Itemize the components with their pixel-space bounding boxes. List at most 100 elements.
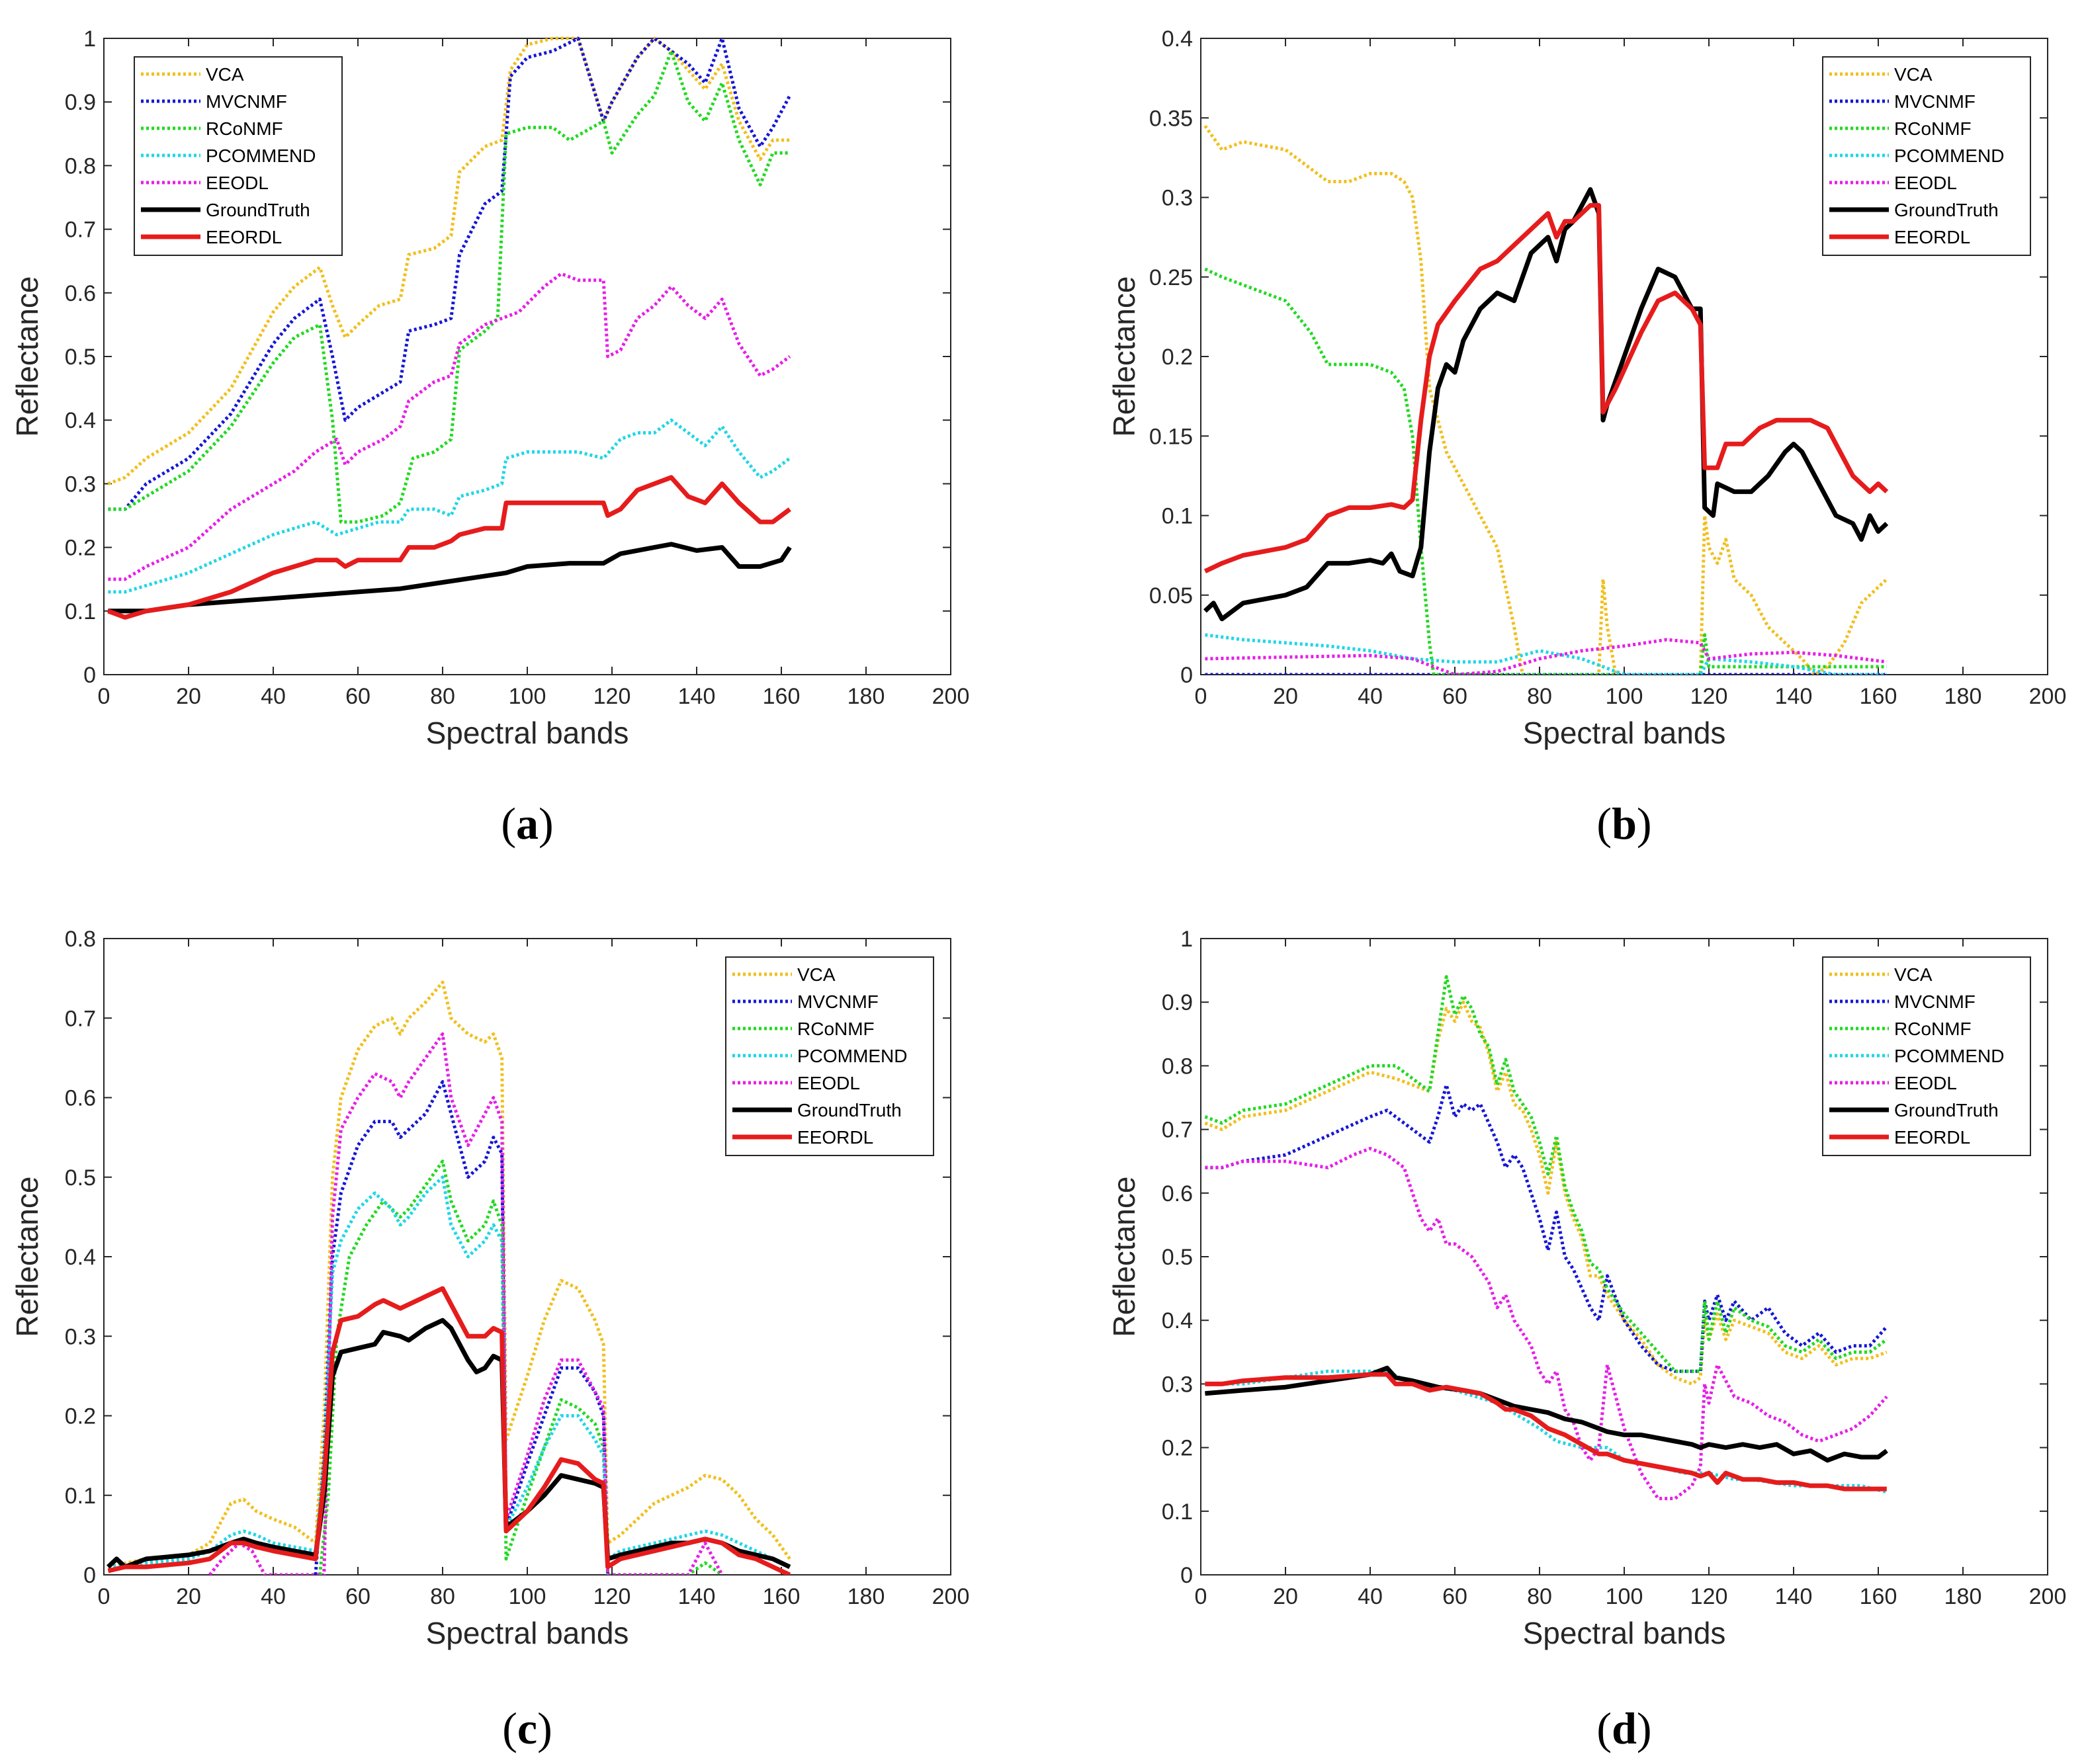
- legend-label-mvcnmf: MVCNMF: [797, 991, 879, 1012]
- x-tick-label: 160: [1860, 1584, 1897, 1609]
- y-tick-label: 0.7: [65, 1006, 96, 1031]
- y-tick-label: 0.6: [1162, 1181, 1193, 1206]
- legend-label-eeordl: EEORDL: [1894, 227, 1970, 247]
- legend-label-pcommend: PCOMMEND: [206, 146, 316, 166]
- y-tick-label: 1: [83, 26, 96, 52]
- series-line-eeordl: [1203, 203, 1889, 573]
- series-line-pcommend: [108, 1175, 791, 1569]
- x-tick-label: 60: [345, 684, 370, 709]
- y-tick-label: 1: [1180, 927, 1193, 952]
- legend-label-eeordl: EEORDL: [1894, 1127, 1970, 1148]
- x-axis-title: Spectral bands: [1523, 1616, 1726, 1650]
- y-tick-label: 0.35: [1149, 106, 1193, 131]
- y-tick-label: 0.5: [65, 345, 96, 370]
- y-tick-label: 0.6: [65, 1086, 96, 1111]
- series-group: [106, 980, 791, 1575]
- x-tick-label: 40: [1358, 1584, 1383, 1609]
- legend-label-eeodl: EEODL: [206, 173, 269, 193]
- series-line-rconmf: [318, 1159, 723, 1575]
- y-tick-label: 0.1: [65, 599, 96, 624]
- series-line-eeordl: [1205, 1372, 1887, 1491]
- x-tick-label: 0: [1195, 1584, 1207, 1609]
- x-tick-label: 120: [593, 684, 631, 709]
- x-tick-label: 20: [1273, 1584, 1298, 1609]
- x-tick-label: 200: [2029, 684, 2067, 709]
- x-tick-label: 60: [1442, 1584, 1467, 1609]
- series-group: [1203, 124, 1889, 675]
- legend-label-eeodl: EEODL: [797, 1073, 860, 1093]
- y-tick-label: 0.1: [65, 1484, 96, 1509]
- series-line-eeodl: [1205, 1147, 1888, 1501]
- y-axis-title: Reflectance: [1107, 1177, 1141, 1337]
- x-tick-label: 160: [763, 1584, 801, 1609]
- y-tick-label: 0.15: [1149, 424, 1193, 449]
- panel-caption: (d): [1596, 1703, 1651, 1753]
- legend-label-vca: VCA: [206, 64, 244, 85]
- series-line-eeodl: [108, 272, 791, 581]
- legend-label-mvcnmf: MVCNMF: [206, 91, 287, 112]
- x-tick-label: 0: [98, 1584, 110, 1609]
- legend-label-rconmf: RCoNMF: [206, 118, 283, 139]
- series-line-vca: [107, 36, 790, 485]
- y-tick-label: 0.6: [65, 281, 96, 306]
- x-axis-title: Spectral bands: [426, 1616, 629, 1650]
- chart-panel-d: 0 20 40 60 80 100 120 140 160 180 200 0 0.1 0.2 0.3 0.4…: [1107, 927, 2066, 1753]
- legend-label-eeodl: EEODL: [1894, 173, 1957, 193]
- series-line-eeordl: [107, 1286, 791, 1575]
- legend-label-mvcnmf: MVCNMF: [1894, 991, 1976, 1012]
- y-tick-label: 0.7: [65, 218, 96, 243]
- x-tick-label: 40: [261, 684, 286, 709]
- x-axis-title: Spectral bands: [426, 716, 629, 750]
- legend-label-groundtruth: GroundTruth: [206, 200, 310, 220]
- x-tick-label: 80: [430, 1584, 455, 1609]
- x-tick-label: 200: [932, 1584, 970, 1609]
- legend-label-rconmf: RCoNMF: [1894, 118, 1972, 139]
- x-tick-label: 100: [1606, 684, 1643, 709]
- series-line-groundtruth: [1205, 1365, 1888, 1463]
- series-line-eeodl: [1205, 638, 1888, 675]
- legend: VCA MVCNMF RCoNMF PCOMMEND EEODL GroundTruth E…: [1822, 956, 2031, 1156]
- y-tick-label: 0.2: [1162, 1436, 1193, 1461]
- y-tick-label: 0: [83, 1563, 96, 1588]
- series-line-rconmf: [108, 49, 790, 524]
- x-axis-title: Spectral bands: [1523, 716, 1726, 750]
- y-tick-label: 0.5: [65, 1165, 96, 1191]
- x-tick-label: 100: [509, 684, 546, 709]
- legend-label-vca: VCA: [797, 964, 836, 985]
- series-line-rconmf: [1204, 267, 1887, 675]
- y-tick-label: 0.4: [65, 408, 96, 433]
- x-tick-label: 160: [763, 684, 801, 709]
- y-tick-label: 0.9: [1162, 990, 1193, 1015]
- x-tick-label: 140: [1775, 684, 1813, 709]
- y-tick-label: 0.3: [65, 1324, 96, 1349]
- y-tick-label: 0.25: [1149, 265, 1193, 290]
- series-line-groundtruth: [106, 1318, 791, 1570]
- y-axis-title: Reflectance: [1107, 276, 1141, 437]
- legend-label-pcommend: PCOMMEND: [797, 1046, 907, 1066]
- x-tick-label: 140: [678, 1584, 716, 1609]
- y-tick-label: 0.4: [65, 1245, 96, 1270]
- series-line-groundtruth: [108, 542, 792, 614]
- x-tick-label: 200: [932, 684, 970, 709]
- series-line-mvcnmf: [1205, 1083, 1888, 1373]
- series-line-eeordl: [107, 475, 791, 620]
- y-tick-label: 0.9: [65, 90, 96, 115]
- chart-panel-b: 0 20 40 60 80 100 120 140 160 180 200 0 0.05 0.1 0.15 0…: [1107, 26, 2066, 849]
- legend-label-eeordl: EEORDL: [206, 227, 282, 247]
- panel-caption: (a): [501, 798, 553, 849]
- legend: VCA MVCNMF RCoNMF PCOMMEND EEODL GroundTruth E…: [134, 56, 343, 256]
- y-tick-label: 0.2: [65, 536, 96, 561]
- x-tick-label: 120: [1690, 1584, 1728, 1609]
- x-tick-label: 0: [98, 684, 110, 709]
- y-tick-label: 0.3: [65, 472, 96, 497]
- y-tick-label: 0.2: [65, 1404, 96, 1429]
- y-tick-label: 0.3: [1162, 186, 1193, 211]
- x-tick-label: 100: [1606, 1584, 1643, 1609]
- y-tick-label: 0: [1180, 663, 1193, 688]
- y-tick-label: 0.4: [1162, 26, 1193, 52]
- series-line-vca: [107, 980, 791, 1569]
- x-tick-label: 40: [261, 1584, 286, 1609]
- legend-label-rconmf: RCoNMF: [1894, 1019, 1972, 1039]
- y-axis-title: Reflectance: [10, 1177, 44, 1337]
